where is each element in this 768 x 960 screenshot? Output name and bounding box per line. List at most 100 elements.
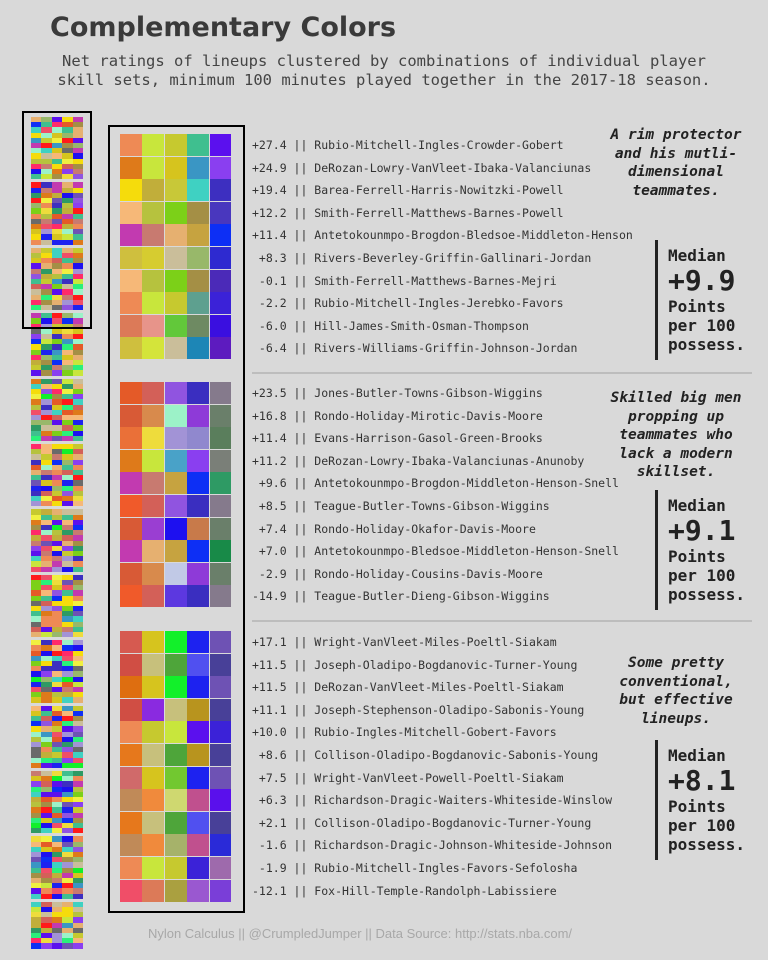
thumbnail-cell	[51, 551, 63, 557]
thumbnail-cell	[62, 192, 73, 198]
thumbnail-cell	[31, 435, 42, 441]
thumbnail-cell	[72, 328, 83, 334]
thumbnail-cell	[41, 600, 52, 606]
skill-color-cell	[209, 292, 232, 315]
thumbnail-cell	[62, 239, 73, 245]
thumbnail-cell	[72, 234, 83, 240]
thumbnail-cell	[31, 655, 42, 661]
skill-color-cell	[187, 314, 209, 337]
thumbnail-cell	[72, 299, 83, 305]
thumbnail-cell	[51, 224, 63, 230]
thumbnail-cell	[31, 721, 42, 727]
thumbnail-cell	[72, 836, 83, 842]
thumbnail-cell	[31, 535, 42, 541]
skill-color-cell	[164, 585, 187, 608]
thumbnail-cell	[62, 425, 73, 431]
thumbnail-cell	[41, 339, 52, 345]
thumbnail-cell	[62, 273, 73, 279]
thumbnail-cell	[62, 671, 73, 677]
thumbnail-cell	[72, 415, 83, 421]
thumbnail-cell	[51, 132, 63, 138]
skill-color-cell	[120, 721, 142, 744]
lineup-label: -2.9 || Rondo-Holiday-Cousins-Davis-Moor…	[252, 566, 543, 581]
thumbnail-cell	[51, 127, 63, 133]
thumbnail-cell	[31, 323, 42, 329]
median-unit: possess.	[668, 835, 746, 854]
thumbnail-cell	[72, 580, 83, 586]
thumbnail-cell	[72, 318, 83, 324]
thumbnail-cell	[31, 640, 42, 646]
thumbnail-cell	[41, 378, 52, 384]
median-value: +8.1	[668, 764, 736, 797]
skill-color-cell	[164, 676, 187, 699]
thumbnail-cell	[31, 600, 42, 606]
skill-color-cell	[209, 540, 232, 563]
thumbnail-cell	[62, 697, 73, 703]
thumbnail-cell	[72, 802, 83, 808]
skill-color-cell	[187, 585, 209, 608]
thumbnail-cell	[62, 802, 73, 808]
thumbnail-cell	[72, 480, 83, 486]
thumbnail-cell	[41, 174, 52, 180]
thumbnail-cell	[41, 509, 52, 515]
thumbnail-cell	[62, 435, 73, 441]
thumbnail-cell	[72, 917, 83, 923]
thumbnail-cell	[72, 812, 83, 818]
thumbnail-cell	[51, 318, 63, 324]
skill-color-cell	[187, 472, 209, 495]
thumbnail-cell	[31, 263, 42, 269]
thumbnail-cell	[51, 893, 63, 899]
skill-color-cell	[142, 292, 165, 315]
thumbnail-cell	[41, 485, 52, 491]
lineup-label: +17.1 || Wright-VanVleet-Miles-Poeltl-Si…	[252, 635, 557, 649]
skill-color-cell	[209, 427, 232, 450]
skill-color-cell	[120, 631, 142, 653]
lineup-label: +8.3 || Rivers-Beverley-Griffin-Gallinar…	[252, 251, 592, 265]
skill-color-cell	[142, 427, 165, 450]
thumbnail-cell	[41, 394, 52, 400]
thumbnail-cell	[72, 938, 83, 944]
thumbnail-cell	[41, 836, 52, 842]
skill-color-cell	[209, 517, 232, 540]
thumbnail-cell	[51, 253, 63, 259]
thumbnail-cell	[51, 912, 63, 918]
thumbnail-cell	[72, 174, 83, 180]
thumbnail-cell	[41, 757, 52, 763]
thumbnail-cell	[62, 736, 73, 742]
thumbnail-cell	[62, 430, 73, 436]
thumbnail-cell	[31, 661, 42, 667]
thumbnail-cell	[51, 496, 63, 502]
thumbnail-cell	[31, 645, 42, 651]
thumbnail-cell	[41, 344, 52, 350]
thumbnail-cell	[62, 218, 73, 224]
thumbnail-cell	[72, 454, 83, 460]
thumbnail-cell	[72, 182, 83, 188]
thumbnail-cell	[41, 857, 52, 863]
thumbnail-cell	[31, 247, 42, 253]
thumbnail-cell	[62, 234, 73, 240]
thumbnail-cell	[31, 551, 42, 557]
skill-color-cell	[164, 766, 187, 789]
skill-color-cell	[209, 721, 232, 744]
chart-title: Complementary Colors	[50, 12, 397, 43]
thumbnail-cell	[62, 771, 73, 777]
skill-color-cell	[120, 857, 142, 879]
thumbnail-cell	[62, 117, 73, 123]
thumbnail-cell	[62, 378, 73, 384]
thumbnail-cell	[72, 807, 83, 813]
thumbnail-cell	[41, 399, 52, 405]
thumbnail-cell	[41, 480, 52, 486]
skill-color-cell	[209, 179, 232, 202]
thumbnail-cell	[41, 258, 52, 264]
thumbnail-cell	[62, 213, 73, 219]
thumbnail-cell	[51, 762, 63, 768]
skill-color-cell	[142, 676, 165, 699]
thumbnail-cell	[62, 943, 73, 949]
thumbnail-cell	[41, 917, 52, 923]
thumbnail-cell	[62, 305, 73, 311]
thumbnail-cell	[51, 687, 63, 693]
thumbnail-cell	[62, 449, 73, 455]
cluster-note: Some pretty conventional, but effective …	[619, 655, 733, 727]
thumbnail-cell	[41, 218, 52, 224]
thumbnail-cell	[72, 339, 83, 345]
